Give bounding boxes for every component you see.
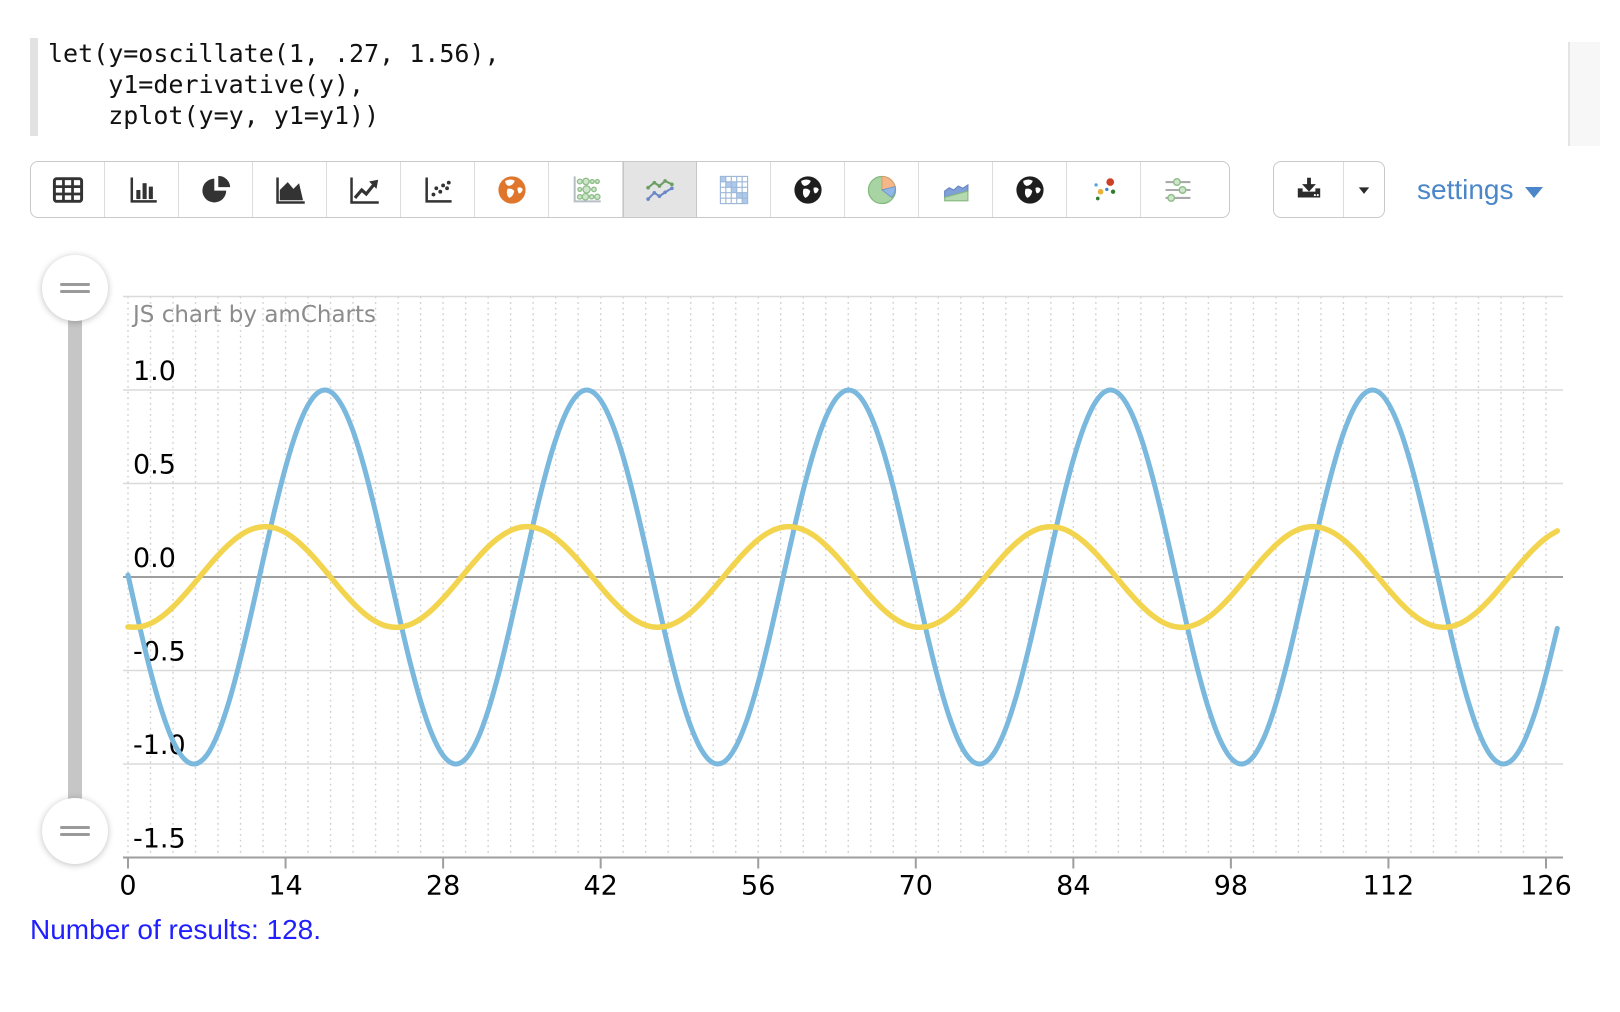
x-tick-label: 0 [119,871,136,902]
download-options-button[interactable] [1344,162,1384,217]
y-tick-label: 0.0 [133,543,176,574]
series-y1-line [125,523,1561,631]
chart-credit-link[interactable]: JS chart by amCharts [131,302,376,328]
toolbar-item-pie-chart[interactable] [179,162,253,217]
toolbar-item-scatter-plot[interactable] [401,162,475,217]
caret-down-icon [1524,186,1543,198]
toolbar-item-sliders[interactable] [1141,162,1215,217]
settings-label: settings [1417,174,1514,205]
color-scatter-icon [1093,177,1115,200]
zoom-slider-handle-top[interactable] [42,255,108,321]
sliders-icon [1165,177,1191,202]
globe-dark-icon [793,175,822,204]
stepped-table-icon [719,175,748,204]
y-tick-label: 0.5 [133,450,176,481]
x-tick-label: 14 [268,871,302,902]
bubble-grid-icon [573,175,601,202]
toolbar-item-pie-color[interactable] [845,162,919,217]
toolbar-item-area-chart[interactable] [253,162,327,217]
column-chart-icon [130,177,157,203]
toolbar-item-trend-line[interactable] [327,162,401,217]
scatter-plot-icon [424,177,452,203]
formula-editor[interactable]: let(y=oscillate(1, .27, 1.56), y1=deriva… [30,38,730,138]
toolbar-item-multi-line-chart[interactable] [623,162,697,217]
formula-code[interactable]: let(y=oscillate(1, .27, 1.56), y1=deriva… [48,38,500,131]
toolbar-item-globe-orange[interactable] [475,162,549,217]
toolbar-item-column-chart[interactable] [105,162,179,217]
trend-line-icon [349,177,379,204]
x-tick-label: 42 [583,871,617,902]
chart-type-toolbar [30,161,1230,218]
table-icon [52,176,83,203]
caret-down-icon [1358,186,1370,194]
y-tick-label: 1.0 [133,356,176,387]
series-y-line [125,387,1560,767]
x-tick-label: 28 [426,871,460,902]
download-button[interactable] [1274,162,1344,217]
multi-line-chart-icon [646,178,674,201]
x-tick-label: 112 [1363,871,1415,902]
grip-lines-icon [60,290,90,293]
pie-color-icon [867,175,896,204]
toolbar-item-globe-dark[interactable] [771,162,845,217]
download-button-group [1273,161,1385,218]
grip-lines-icon [60,283,90,286]
code-line: let(y=oscillate(1, .27, 1.56), [48,39,500,68]
scrollbar-thumb[interactable] [1568,42,1600,146]
x-tick-label: 84 [1056,871,1090,902]
toolbar-item-globe-dark2[interactable] [993,162,1067,217]
settings-link[interactable]: settings [1417,174,1543,206]
x-tick-label: 126 [1520,871,1572,902]
globe-dark2-icon [1015,175,1044,204]
download-tray-icon [1297,177,1320,197]
y-tick-label: -1.5 [133,824,186,855]
grip-lines-icon [60,833,90,836]
code-line: zplot(y=y, y1=y1)) [48,101,380,130]
x-tick-label: 70 [899,871,933,902]
toolbar-item-table[interactable] [31,162,105,217]
zoom-slider-handle-bottom[interactable] [42,798,108,864]
x-tick-label: 98 [1214,871,1248,902]
area-chart-icon [275,177,305,204]
grip-lines-icon [60,826,90,829]
code-line: y1=derivative(y), [48,70,365,99]
x-tick-label: 56 [741,871,775,902]
pie-chart-icon [201,175,230,202]
toolbar-item-color-scatter[interactable] [1067,162,1141,217]
line-chart-canvas: 0 14 28 42 56 70 84 98 112 1261.00.50.0-0.5-1.0-1… [119,295,1572,902]
toolbar-item-bubble-grid[interactable] [549,162,623,217]
results-count-text: Number of results: 128. [30,914,322,945]
zoom-slider-track[interactable] [68,288,82,832]
stacked-area-icon [943,183,968,201]
toolbar-item-stacked-area[interactable] [919,162,993,217]
globe-orange-icon [497,175,526,204]
code-gutter-bar [30,38,38,136]
toolbar-item-stepped-table[interactable] [697,162,771,217]
